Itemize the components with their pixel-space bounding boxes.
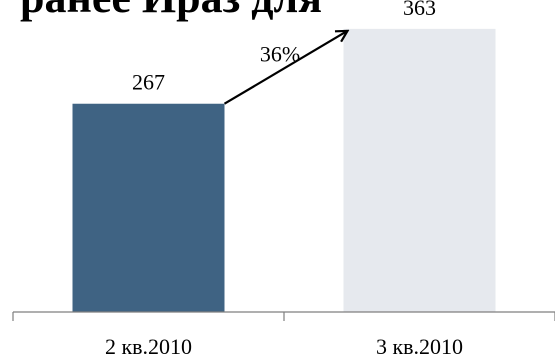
x-tick-label-2: 3 кв.2010 <box>376 334 463 359</box>
x-axis: 2 кв.2010 3 кв.2010 <box>12 311 555 359</box>
data-labels-layer: 267 363 <box>132 0 436 95</box>
bars-layer <box>72 28 496 313</box>
data-label-2: 363 <box>403 0 436 20</box>
x-tick-label-1: 2 кв.2010 <box>105 334 192 359</box>
growth-arrow <box>223 31 348 105</box>
cropped-title-fragment: ранее Ираз для <box>20 0 322 22</box>
bar-2 <box>343 28 496 313</box>
growth-annotation: 36% <box>223 31 348 105</box>
svg-text:ранее Ираз для: ранее Ираз для <box>20 0 322 22</box>
bar-1 <box>72 103 225 313</box>
growth-percent-label: 36% <box>260 41 300 66</box>
data-label-1: 267 <box>132 70 165 95</box>
